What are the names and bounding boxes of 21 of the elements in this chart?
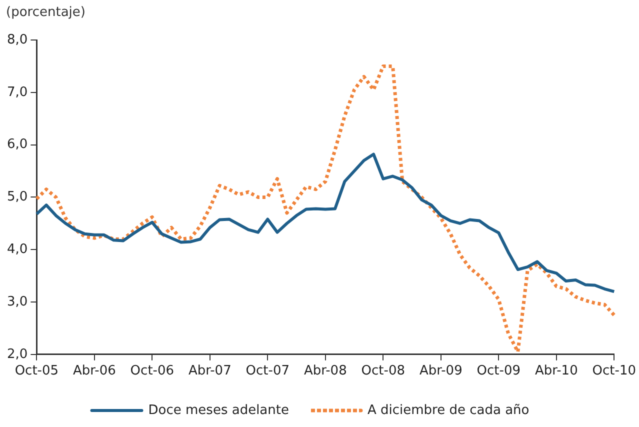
y-tick-label: 3,0 (6, 294, 28, 310)
y-tick-label: 5,0 (6, 190, 28, 205)
x-tick-label: Abr-10 (534, 364, 578, 379)
y-tick-label: 4,0 (6, 242, 28, 257)
x-tick-label: Oct-07 (246, 364, 290, 379)
legend-label: A diciembre de cada año (367, 402, 530, 418)
x-tick-label: Oct-06 (130, 364, 174, 379)
y-tick-label: 2,0 (6, 346, 28, 362)
x-tick-label: Abr-08 (304, 364, 347, 379)
x-tick-label: Oct-09 (476, 364, 521, 379)
y-tick-label: 7,0 (6, 84, 28, 100)
y-tick-label: 6,0 (6, 137, 28, 152)
legend-label: Doce meses adelante (148, 402, 289, 418)
y-tick-label: 8,0 (6, 32, 28, 48)
y-axis-title: (porcentaje) (6, 4, 86, 20)
x-tick-label: Oct-05 (14, 364, 59, 379)
x-tick-label: Oct-10 (592, 364, 636, 379)
x-tick-label: Abr-06 (72, 364, 116, 379)
x-tick-label: Abr-07 (188, 364, 232, 379)
x-tick-label: Abr-09 (419, 364, 462, 379)
x-tick-label: Oct-08 (361, 364, 406, 379)
